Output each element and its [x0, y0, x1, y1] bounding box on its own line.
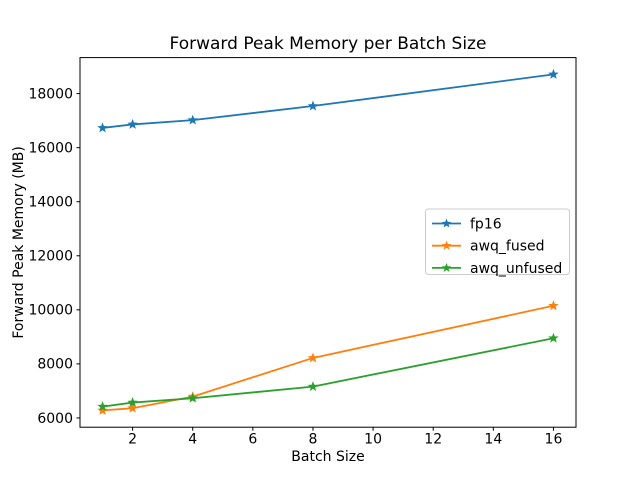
legend-star-icon-awq_unfused: [441, 262, 452, 272]
x-tick-label: 10: [364, 432, 382, 448]
data-point-marker-awq_unfused: [307, 381, 319, 392]
data-point-marker-awq_unfused: [97, 401, 108, 412]
data-point-marker-awq_fused: [97, 404, 108, 415]
y-tick-label: 8000: [37, 357, 73, 373]
data-point-marker-awq_unfused: [548, 332, 559, 343]
series-line-awq_unfused: [102, 337, 554, 408]
series-line-awq_fused: [102, 304, 554, 412]
y-tick-label: 10000: [28, 303, 73, 319]
y-tick-label: 18000: [28, 86, 73, 102]
x-tick-label: 16: [545, 432, 563, 448]
plot-border: [79, 57, 577, 428]
y-tick-label: 12000: [28, 249, 73, 265]
x-tick-label: 2: [128, 432, 137, 448]
x-tick-label: 12: [424, 432, 442, 448]
data-point-marker-fp16: [548, 68, 559, 79]
data-point-marker-awq_unfused: [187, 392, 198, 403]
x-tick-label: 4: [188, 432, 197, 448]
data-point-marker-awq_fused: [307, 352, 319, 363]
data-point-marker-awq_fused: [548, 300, 559, 311]
x-tick-label: 8: [309, 432, 318, 448]
legend-label-awq_unfused: awq_unfused: [470, 261, 562, 277]
x-tick-label: 6: [248, 432, 257, 448]
data-point-marker-fp16: [307, 100, 319, 111]
y-tick-label: 6000: [37, 411, 73, 427]
x-axis-label: Batch Size: [291, 449, 364, 465]
legend-star-icon-awq_fused: [441, 240, 452, 250]
legend-label-awq_fused: awq_fused: [470, 239, 545, 255]
data-point-marker-fp16: [97, 122, 108, 133]
series-line-fp16: [102, 73, 554, 129]
y-tick-label: 16000: [28, 140, 73, 156]
data-point-marker-awq_fused: [127, 402, 138, 413]
legend-label-fp16: fp16: [470, 217, 502, 233]
data-point-marker-fp16: [187, 114, 198, 125]
x-tick-label: 14: [484, 432, 502, 448]
legend-box: [425, 208, 570, 275]
data-point-marker-awq_unfused: [127, 397, 138, 407]
legend-star-icon-fp16: [441, 218, 452, 228]
y-axis-label: Forward Peak Memory (MB): [11, 146, 27, 338]
y-tick-label: 14000: [28, 195, 73, 211]
data-point-marker-fp16: [127, 118, 138, 129]
chart-title: Forward Peak Memory per Batch Size: [170, 34, 487, 54]
